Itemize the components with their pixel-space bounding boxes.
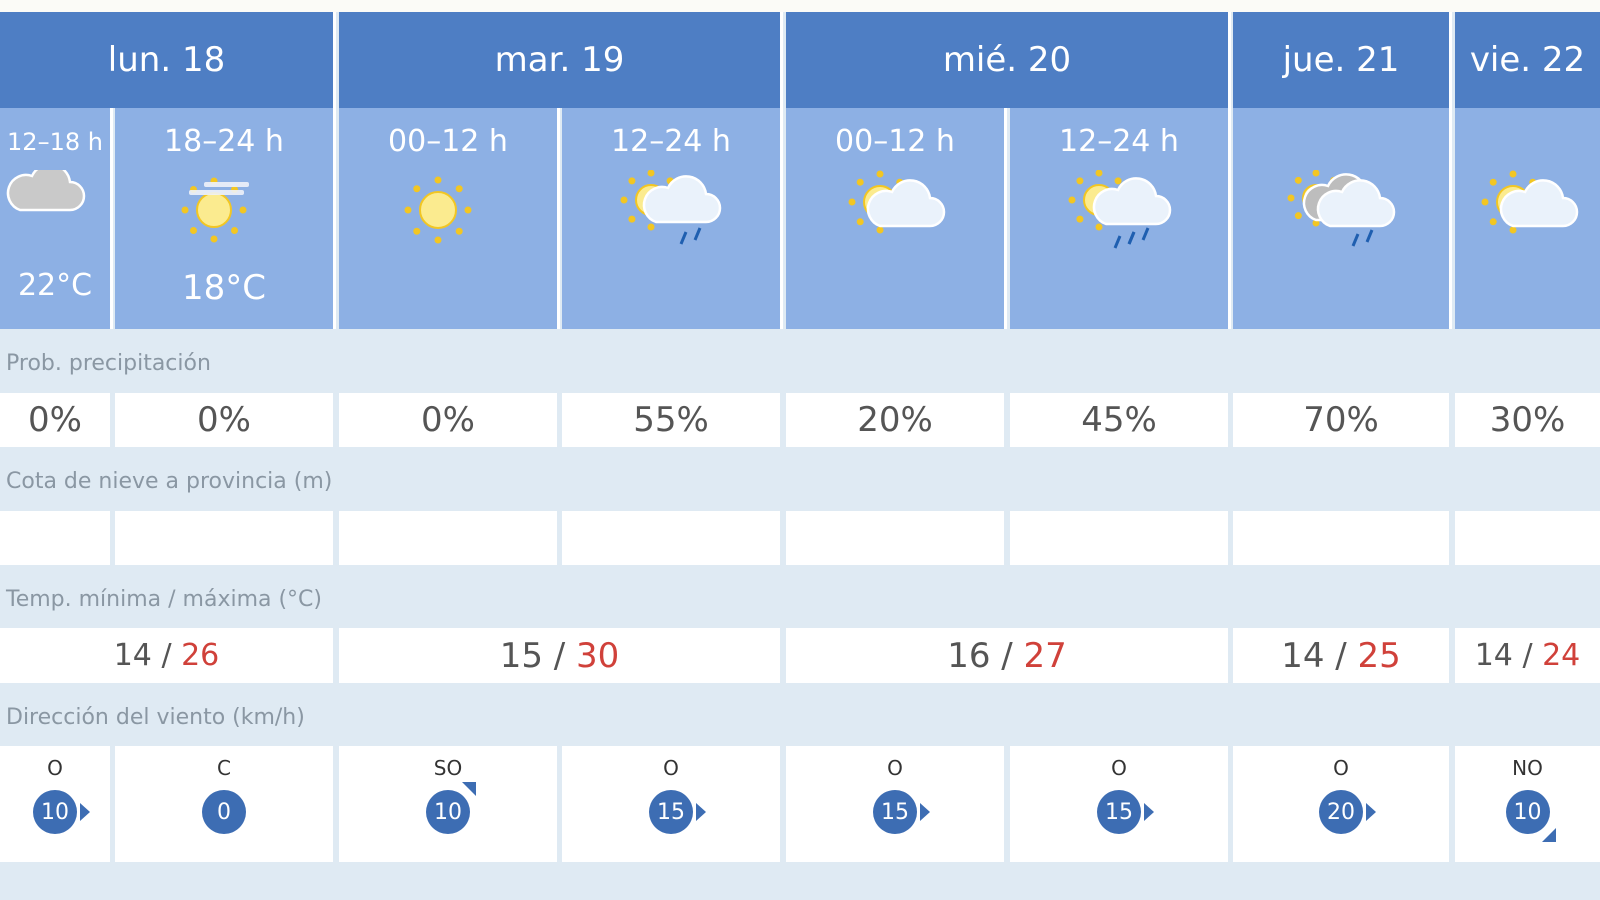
wind-direction: O — [887, 756, 903, 780]
precip-prob-cell: 20% — [786, 393, 1004, 447]
max-temp: 30 — [576, 635, 620, 676]
period-label: 12–24 h — [1059, 124, 1179, 159]
period-temperature: 18°C — [181, 268, 266, 308]
row-label: Cota de nieve a provincia (m) — [6, 469, 333, 494]
period-cell: 12–24 h — [562, 108, 783, 329]
min-temp: 16 — [947, 635, 991, 676]
temp-separator: / — [151, 638, 182, 673]
wind-cell: O 15 — [1010, 746, 1228, 862]
row-label: Dirección del viento (km/h) — [6, 705, 305, 730]
snow-level-cell — [786, 511, 1004, 565]
sun-icon — [339, 170, 557, 260]
temp-separator: / — [1512, 638, 1543, 673]
wind-cell: O 10 — [0, 746, 110, 862]
wind-cell: NO 10 — [1455, 746, 1600, 862]
snow-level-cell — [1010, 511, 1228, 565]
temp-separator: / — [1324, 635, 1358, 676]
max-temp: 24 — [1542, 638, 1581, 673]
period-cell — [1455, 108, 1600, 329]
sun-cloud-storm-rain-icon — [1010, 170, 1228, 260]
period-label: 18–24 h — [164, 124, 284, 159]
wind-speed-badge: 15 — [873, 790, 930, 834]
min-max-temp-cell: 15 / 30 — [339, 628, 780, 683]
day-header: lun. 18 — [0, 12, 336, 108]
max-temp: 25 — [1357, 635, 1401, 676]
min-temp: 14 — [1281, 635, 1325, 676]
wind-speed-badge: 15 — [1097, 790, 1154, 834]
wind-direction: C — [217, 756, 231, 780]
sun-cloud-rain-icon — [562, 170, 780, 260]
wind-speed-badge: 15 — [649, 790, 706, 834]
period-label: 12–18 h — [7, 128, 103, 156]
row-label: Prob. precipitación — [6, 351, 211, 376]
wind-cell: O 20 — [1233, 746, 1449, 862]
page-top-strip — [0, 0, 1600, 12]
wind-direction: O — [663, 756, 679, 780]
wind-cell: O 15 — [786, 746, 1004, 862]
min-max-temp-cell: 14 / 24 — [1455, 628, 1600, 683]
snow-level-cell — [1455, 511, 1600, 565]
period-cell: 00–12 h — [786, 108, 1007, 329]
wind-speed-badge: 0 — [202, 790, 246, 834]
wind-speed-badge: 10 — [1505, 790, 1556, 842]
min-max-temp-cell: 14 / 26 — [0, 628, 333, 683]
sun-cloud-icon — [786, 170, 1004, 260]
wind-speed-badge: 20 — [1319, 790, 1376, 834]
day-header: mié. 20 — [786, 12, 1231, 108]
wind-speed-badge: 10 — [33, 790, 90, 834]
period-label — [1455, 128, 1600, 164]
period-label: 00–12 h — [388, 124, 508, 159]
sun-cloud-icon — [1455, 170, 1600, 260]
temp-separator: / — [542, 635, 577, 676]
wind-direction: NO — [1512, 756, 1543, 780]
max-temp: 26 — [181, 638, 220, 673]
day-header: jue. 21 — [1233, 12, 1452, 108]
precip-prob-cell: 0% — [0, 393, 110, 447]
cloudy-icon — [0, 170, 110, 260]
min-max-temp-cell: 14 / 25 — [1233, 628, 1449, 683]
min-temp: 14 — [1474, 638, 1513, 673]
wind-cell: SO 10 — [339, 746, 557, 862]
period-label — [1233, 124, 1449, 164]
snow-level-cell — [339, 511, 557, 565]
max-temp: 27 — [1023, 635, 1067, 676]
precip-prob-cell: 55% — [562, 393, 780, 447]
min-temp: 15 — [499, 635, 543, 676]
period-label: 12–24 h — [611, 124, 731, 159]
row-label: Temp. mínima / máxima (°C) — [6, 587, 323, 612]
wind-direction: O — [1111, 756, 1127, 780]
min-temp: 14 — [113, 638, 152, 673]
precip-prob-cell: 70% — [1233, 393, 1449, 447]
precip-prob-cell: 45% — [1010, 393, 1228, 447]
period-temperature: 22°C — [17, 268, 93, 303]
precip-prob-cell: 30% — [1455, 393, 1600, 447]
period-cell — [1233, 108, 1452, 329]
wind-direction: O — [1333, 756, 1349, 780]
min-max-temp-cell: 16 / 27 — [786, 628, 1228, 683]
wind-direction: O — [47, 756, 63, 780]
snow-level-cell — [115, 511, 333, 565]
day-header: mar. 19 — [339, 12, 783, 108]
temp-separator: / — [990, 635, 1024, 676]
period-cell: 12–18 h 22°C — [0, 108, 113, 329]
snow-level-cell — [562, 511, 780, 565]
period-cell: 12–24 h — [1010, 108, 1231, 329]
wind-cell: O 15 — [562, 746, 780, 862]
wind-speed-badge: 10 — [426, 782, 476, 834]
period-label: 00–12 h — [835, 124, 955, 159]
period-cell: 18–24 h 18°C — [115, 108, 336, 329]
snow-level-cell — [0, 511, 110, 565]
sun-haze-icon — [115, 170, 333, 260]
wind-direction: SO — [433, 756, 463, 780]
period-cell: 00–12 h — [339, 108, 560, 329]
day-header: vie. 22 — [1455, 12, 1600, 108]
snow-level-cell — [1233, 511, 1449, 565]
precip-prob-cell: 0% — [115, 393, 333, 447]
precip-prob-cell: 0% — [339, 393, 557, 447]
sun-dark-cloud-rain-icon — [1233, 170, 1449, 260]
